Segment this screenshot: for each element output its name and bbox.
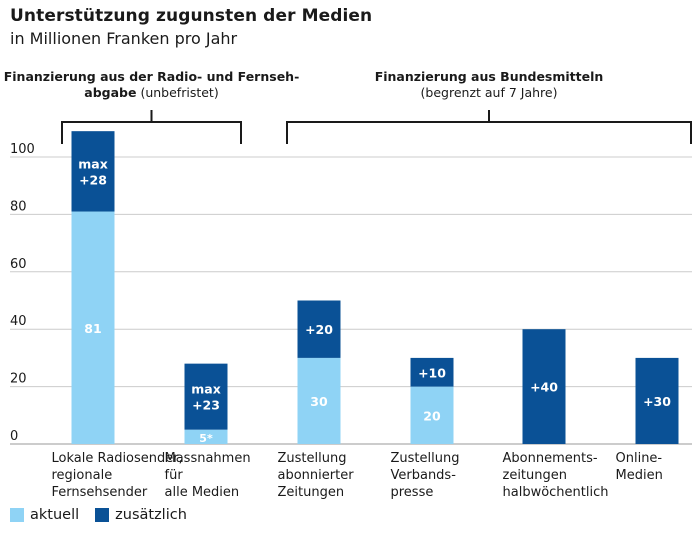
legend: aktuell zusätzlich [10, 507, 203, 523]
group-header-line1: Finanzierung aus Bundesmitteln [375, 69, 604, 84]
y-tick-label: 40 [10, 314, 27, 329]
legend-swatch-aktuell [10, 508, 24, 522]
group-header-line1: Finanzierung aus der Radio- und Fernseh- [4, 69, 300, 84]
data-label-zusaetzlich: +30 [643, 394, 671, 409]
group-header-line2: (begrenzt auf 7 Jahre) [421, 85, 558, 100]
y-tick-label: 0 [10, 429, 18, 444]
data-label-zusaetzlich: +40 [530, 380, 558, 395]
group-header-line2: abgabe (unbefristet) [84, 85, 218, 100]
data-label-zusaetzlich: +23 [192, 398, 220, 413]
bar-aktuell [410, 386, 454, 444]
bar-aktuell [184, 429, 228, 444]
category-label: presse [391, 485, 434, 500]
category-label: zeitungen [503, 468, 568, 483]
data-label-aktuell: 20 [423, 408, 441, 423]
legend-item-zusaetzlich: zusätzlich [95, 507, 187, 523]
y-tick-label: 80 [10, 199, 27, 214]
bar-aktuell [297, 357, 341, 444]
data-label-zusaetzlich: +20 [305, 322, 333, 337]
category-label: abonnierter [278, 468, 355, 483]
category-label: Lokale Radiosender, [52, 451, 183, 466]
data-label-aktuell: 30 [310, 394, 328, 409]
category-label: Fernsehsender [52, 485, 148, 500]
category-label: für [165, 468, 184, 483]
bar-zusaetzlich [522, 329, 566, 444]
y-tick-label: 20 [10, 372, 27, 387]
data-label-aktuell: 81 [84, 321, 101, 336]
category-label: Online- [616, 451, 663, 466]
y-tick-label: 60 [10, 257, 27, 272]
category-label: Zustellung [278, 451, 347, 466]
bar-zusaetzlich [184, 363, 228, 430]
bar-zusaetzlich [71, 131, 115, 212]
legend-item-aktuell: aktuell [10, 507, 79, 523]
legend-swatch-zusaetzlich [95, 508, 110, 522]
legend-label-aktuell: aktuell [30, 507, 80, 523]
category-label: Massnahmen [165, 451, 251, 466]
bar-zusaetzlich [410, 357, 454, 387]
bar-zusaetzlich [297, 300, 341, 358]
category-label: alle Medien [165, 485, 240, 500]
category-label: Verbands- [391, 468, 457, 483]
category-label: halbwöchentlich [503, 485, 609, 500]
category-label: Zeitungen [278, 485, 345, 500]
data-label-zusaetzlich: max [191, 382, 221, 397]
category-label: regionale [52, 468, 113, 483]
category-label: Abonnements- [503, 451, 598, 466]
category-label: Zustellung [391, 451, 460, 466]
category-label: Medien [616, 468, 663, 483]
bar-aktuell [71, 211, 115, 444]
group-bracket [286, 110, 692, 144]
group-bracket [61, 110, 242, 144]
y-tick-label: 100 [10, 142, 35, 157]
legend-label-zusaetzlich: zusätzlich [115, 507, 187, 523]
data-label-aktuell: 5* [199, 432, 213, 445]
data-label-zusaetzlich: max [78, 156, 108, 171]
chart-title: Unterstützung zugunsten der Medien [10, 6, 373, 26]
data-label-zusaetzlich: +28 [79, 172, 107, 187]
chart-subtitle: in Millionen Franken pro Jahr [10, 29, 238, 48]
data-label-zusaetzlich: +10 [418, 365, 446, 380]
bar-zusaetzlich [635, 357, 679, 444]
